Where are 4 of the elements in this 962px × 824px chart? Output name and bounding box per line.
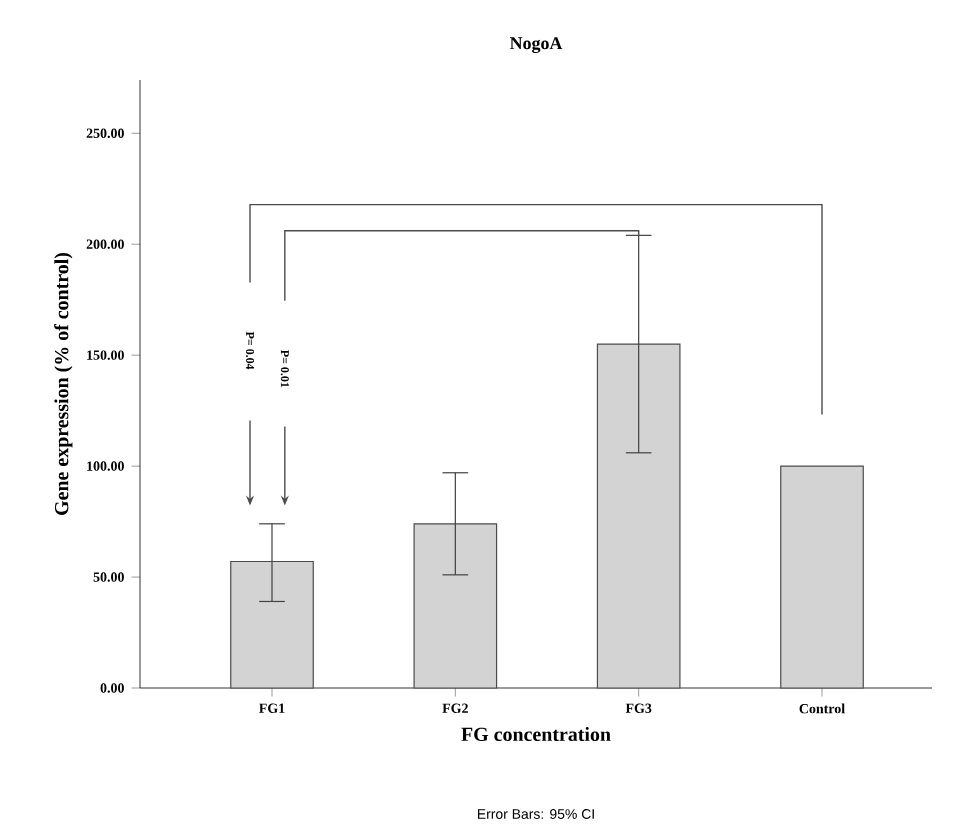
chart-title: NogoA [509,37,563,54]
bar [780,465,864,689]
x-axis-title: FG concentration [461,727,611,742]
y-axis-title: Gene expression (% of control) [54,252,73,515]
